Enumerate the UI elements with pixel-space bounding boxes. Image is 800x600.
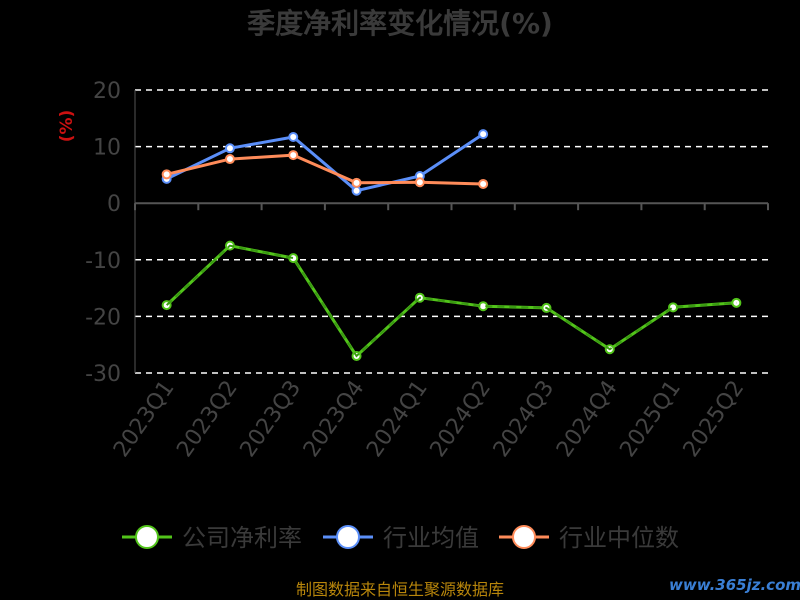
data-point — [414, 177, 425, 188]
legend-marker — [336, 525, 360, 549]
data-point — [351, 177, 362, 188]
x-tick-label: 2025Q1 — [615, 376, 686, 462]
legend: 公司净利率 行业均值 行业中位数 — [122, 524, 679, 552]
y-tick-labels: 20 10 0 -10 -20 -30 — [85, 79, 121, 387]
legend-marker — [135, 525, 159, 549]
legend-item-2: 行业均值 — [323, 524, 479, 552]
series-2 — [161, 129, 489, 196]
data-point — [224, 154, 235, 165]
x-tick-label: 2024Q2 — [426, 376, 497, 462]
data-source-note: 制图数据来自恒生聚源数据库 — [296, 580, 504, 599]
data-point — [478, 178, 489, 189]
y-tick-label: -30 — [85, 362, 121, 387]
series-lines — [161, 129, 742, 362]
data-point — [224, 143, 235, 154]
y-axis-unit: (%) — [57, 110, 77, 143]
x-tick-label: 2024Q1 — [362, 376, 433, 462]
legend-label: 行业均值 — [383, 524, 479, 552]
legend-label: 公司净利率 — [182, 524, 302, 552]
legend-marker — [512, 525, 536, 549]
x-tick-label: 2023Q4 — [299, 376, 370, 462]
series-1-dash-overlay — [166, 244, 737, 358]
x-tick-label: 2023Q3 — [236, 376, 307, 462]
data-point — [351, 185, 362, 196]
x-tick-label: 2025Q2 — [679, 376, 750, 462]
data-point — [161, 169, 172, 180]
data-point — [478, 129, 489, 140]
x-tick-label: 2023Q1 — [109, 376, 180, 462]
x-tick-label: 2024Q3 — [489, 376, 560, 462]
series-3 — [161, 150, 489, 189]
series-line — [166, 153, 484, 186]
chart-title: 季度净利率变化情况(%) — [247, 7, 553, 40]
grid-lines — [135, 89, 768, 374]
data-point — [288, 131, 299, 142]
x-tick-label: 2024Q4 — [552, 376, 623, 462]
legend-item-1: 公司净利率 — [122, 524, 302, 552]
series-line — [166, 132, 484, 193]
legend-item-3: 行业中位数 — [499, 524, 679, 552]
legend-label: 行业中位数 — [559, 524, 679, 552]
data-point — [288, 150, 299, 161]
y-tick-label: -20 — [85, 305, 121, 330]
y-tick-label: 0 — [107, 192, 121, 217]
y-tick-label: -10 — [85, 249, 121, 274]
x-tick-label: 2023Q2 — [172, 376, 243, 462]
watermark: www.365jz.com — [669, 576, 800, 594]
axes — [134, 90, 769, 373]
x-tick-labels: 2023Q12023Q22023Q32023Q42024Q12024Q22024… — [109, 376, 749, 462]
y-tick-label: 10 — [93, 136, 121, 161]
y-tick-label: 20 — [93, 79, 121, 104]
series-line — [165, 244, 737, 358]
